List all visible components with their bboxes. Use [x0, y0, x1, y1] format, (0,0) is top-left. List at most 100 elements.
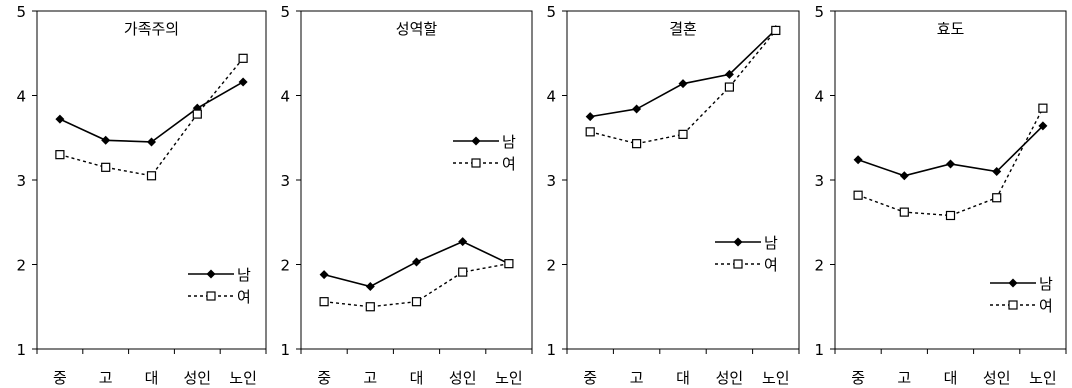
data-point-남 [992, 167, 1002, 177]
x-tick-label: 고 [363, 369, 377, 387]
data-point-여 [1038, 103, 1048, 113]
data-point-여 [945, 210, 956, 221]
legend-label: 여 [1039, 297, 1053, 315]
data-point-여 [146, 171, 157, 181]
data-point-여 [678, 129, 688, 139]
data-point-남 [458, 237, 468, 247]
series-line-남 [590, 29, 777, 118]
legend-marker-여 [206, 291, 216, 301]
series-line-여 [857, 107, 1044, 217]
data-point-여 [771, 25, 781, 36]
legend-label: 남 [502, 133, 516, 151]
x-tick-label: 노인 [762, 369, 790, 387]
y-tick-label: 1 [280, 341, 290, 359]
x-tick-label: 성인 [983, 369, 1011, 387]
data-point-남 [319, 270, 329, 280]
data-point-남 [946, 159, 955, 169]
data-point-여 [192, 109, 202, 119]
legend-label: 여 [502, 155, 516, 173]
data-point-여 [55, 150, 65, 160]
x-tick-label: 노인 [229, 369, 257, 387]
y-tick-label: 4 [280, 88, 290, 106]
data-point-남 [632, 104, 642, 114]
y-tick-label: 4 [814, 88, 824, 106]
legend-marker-여 [471, 158, 481, 168]
data-point-여 [238, 53, 248, 63]
y-tick-label: 5 [280, 3, 290, 21]
x-tick-label: 중 [317, 369, 331, 387]
legend-label: 여 [764, 256, 778, 274]
x-tick-label: 중 [851, 369, 865, 387]
x-tick-label: 성인 [449, 369, 477, 387]
series-line-여 [59, 57, 244, 177]
data-point-남 [147, 137, 156, 147]
y-tick-label: 1 [546, 341, 556, 359]
chart-title: 효도 [937, 20, 965, 38]
legend-label: 여 [237, 288, 251, 306]
plot-area-frame [566, 10, 800, 350]
data-point-여 [101, 162, 111, 172]
data-point-여 [458, 267, 468, 277]
y-tick-label: 1 [16, 341, 26, 359]
x-tick-label: 성인 [716, 369, 744, 387]
y-tick-label: 4 [16, 88, 26, 106]
y-tick-label: 3 [16, 172, 26, 190]
legend-marker-여 [733, 259, 743, 269]
data-point-여 [319, 297, 329, 307]
plot-area-frame [834, 10, 1067, 350]
y-tick-label: 2 [814, 257, 824, 275]
data-point-남 [365, 281, 375, 291]
legend: 남여 [990, 275, 1053, 315]
legend-marker-여 [1008, 300, 1018, 310]
data-point-남 [678, 79, 688, 89]
x-tick-label: 성인 [183, 369, 211, 387]
legend-label: 남 [237, 266, 251, 284]
chart-title: 성역할 [396, 20, 438, 38]
legend: 남여 [453, 133, 516, 173]
x-tick-label: 고 [897, 369, 911, 387]
legend-marker-남 [733, 237, 743, 247]
y-tick-label: 3 [814, 172, 824, 190]
chart-title: 결혼 [669, 20, 697, 38]
x-tick-label: 중 [583, 369, 597, 387]
data-point-남 [853, 155, 863, 165]
y-tick-label: 5 [16, 3, 26, 21]
data-point-여 [631, 139, 642, 149]
chart-title: 가족주의 [124, 20, 179, 38]
data-point-여 [365, 302, 375, 312]
y-tick-label: 3 [546, 172, 556, 190]
x-tick-label: 중 [53, 369, 67, 387]
y-tick-label: 3 [280, 172, 290, 190]
y-tick-label: 1 [814, 341, 824, 359]
data-point-남 [1038, 121, 1048, 131]
series-line-여 [590, 29, 777, 145]
x-tick-label: 대 [944, 369, 958, 387]
x-tick-label: 고 [99, 369, 113, 387]
data-point-여 [411, 297, 422, 307]
legend: 남여 [188, 266, 251, 306]
x-tick-label: 노인 [495, 369, 523, 387]
y-tick-label: 2 [546, 257, 556, 275]
data-point-여 [585, 127, 595, 137]
legend-marker-남 [206, 269, 216, 279]
legend-marker-남 [1008, 278, 1018, 288]
legend-label: 남 [764, 234, 778, 252]
data-point-여 [853, 190, 863, 200]
x-tick-label: 대 [410, 369, 424, 387]
y-tick-label: 4 [546, 88, 556, 106]
data-point-남 [899, 171, 909, 181]
legend-marker-남 [471, 136, 481, 146]
x-tick-label: 대 [676, 369, 690, 387]
data-point-남 [55, 114, 65, 124]
x-tick-label: 노인 [1029, 369, 1057, 387]
x-tick-label: 대 [145, 369, 159, 387]
data-point-남 [585, 112, 595, 122]
legend-label: 남 [1039, 275, 1053, 293]
data-point-여 [504, 259, 514, 269]
data-point-남 [724, 69, 734, 79]
